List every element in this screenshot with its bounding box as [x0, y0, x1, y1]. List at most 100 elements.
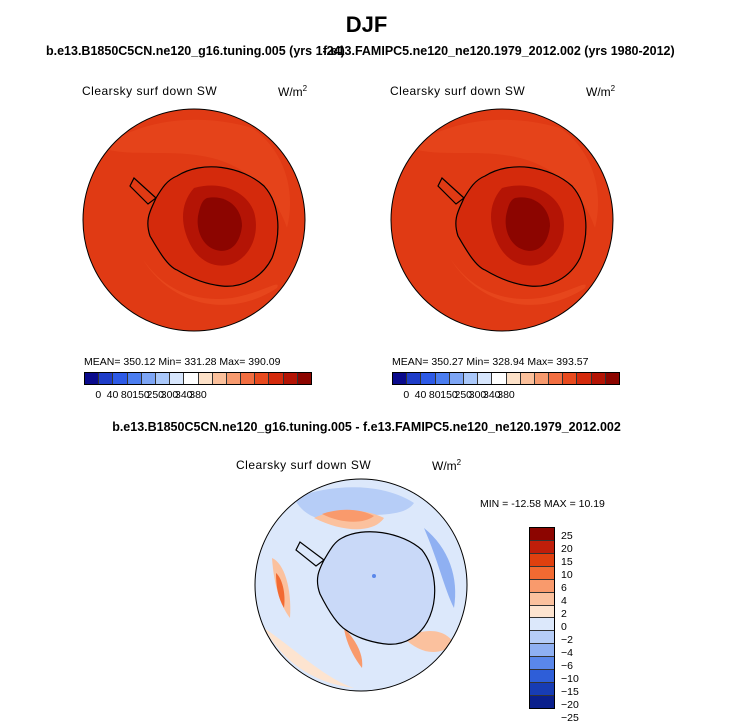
colorbar-tick-label: 250	[146, 389, 165, 401]
colorbar-swatch	[297, 373, 311, 384]
colorbar-swatch	[478, 373, 493, 384]
left-panel-stats: MEAN= 350.12 Min= 331.28 Max= 390.09	[84, 356, 281, 368]
diff-antarctica	[317, 531, 435, 645]
colorbar-tick-label: 380	[497, 389, 515, 401]
colorbar-tick-label: 340	[174, 389, 193, 401]
colorbar-tick-label: 80	[428, 389, 441, 401]
colorbar-tick-label: −25	[561, 712, 579, 724]
left-colorbar	[84, 372, 312, 385]
right-panel-stats: MEAN= 350.27 Min= 328.94 Max= 393.57	[392, 356, 589, 368]
colorbar-swatch	[530, 631, 554, 645]
colorbar-swatch	[530, 566, 554, 580]
colorbar-swatch	[463, 373, 479, 384]
colorbar-tick-label: 380	[189, 389, 207, 401]
colorbar-tick-label: −2	[561, 634, 573, 647]
colorbar-tick-label: −15	[561, 686, 579, 699]
map-border	[254, 478, 468, 692]
right-panel-label: Clearsky surf down SW	[390, 84, 526, 98]
colorbar-tick-label: −20	[561, 699, 579, 712]
colorbar-swatch	[170, 373, 185, 384]
diff-polar-map	[254, 478, 468, 692]
colorbar-tick-label: 20	[561, 543, 573, 556]
colorbar-swatch	[113, 373, 128, 384]
colorbar-swatch	[530, 592, 554, 606]
colorbar-swatch	[184, 373, 199, 384]
colorbar-tick-label: −10	[561, 673, 579, 686]
colorbar-swatch	[393, 373, 408, 384]
colorbar-swatch	[530, 644, 554, 658]
colorbar-swatch	[421, 373, 436, 384]
right-colorbar-ticks: 0 40 80 150 250 300 340 380	[392, 389, 620, 403]
diff-colorbar-ticks: 25 20 15 10 6 4 2 0 −2 −4 −6 −10 −15 −20 −25	[561, 527, 601, 724]
coastline	[129, 166, 279, 287]
figure-title: DJF	[345, 12, 388, 37]
colorbar-swatch	[85, 373, 100, 384]
colorbar-tick-label: −6	[561, 660, 573, 673]
colorbar-swatch	[563, 373, 578, 384]
colorbar-tick-label: 6	[561, 582, 567, 595]
antarctica-plateau	[505, 197, 550, 251]
right-polar-map	[390, 108, 614, 332]
right-colorbar	[392, 372, 620, 385]
colorbar-swatch	[530, 618, 554, 632]
colorbar-swatch	[127, 373, 142, 384]
colorbar-tick-label: 40	[414, 389, 427, 401]
map-border	[82, 108, 306, 332]
colorbar-swatch	[435, 373, 450, 384]
colorbar-swatch	[549, 373, 564, 384]
coastline	[295, 531, 436, 645]
colorbar-swatch	[520, 373, 535, 384]
diff-colorbar	[529, 527, 555, 709]
colorbar-tick-label: 0	[95, 389, 102, 401]
colorbar-swatch	[241, 373, 256, 384]
right-panel-unit: W/m2	[586, 84, 616, 99]
coastline	[437, 166, 587, 287]
colorbar-swatch	[530, 657, 554, 671]
diff-title: b.e13.B1850C5CN.ne120_g16.tuning.005 - f…	[112, 420, 621, 434]
colorbar-swatch	[212, 373, 227, 384]
colorbar-tick-label: 15	[561, 556, 573, 569]
colorbar-swatch	[530, 683, 554, 696]
colorbar-tick-label: 300	[468, 389, 487, 401]
colorbar-tick-label: 2	[561, 608, 567, 621]
colorbar-tick-label: 300	[160, 389, 179, 401]
left-polar-map	[82, 108, 306, 332]
colorbar-swatch	[530, 605, 554, 619]
colorbar-tick-label: 25	[561, 530, 573, 543]
antarctica-plateau	[197, 197, 242, 251]
right-case-title: f.e13.FAMIPC5.ne120_ne120.1979_2012.002 …	[323, 44, 675, 58]
colorbar-swatch	[530, 553, 554, 567]
colorbar-swatch	[155, 373, 171, 384]
diff-panel-unit: W/m2	[432, 458, 462, 473]
colorbar-tick-label: 250	[454, 389, 473, 401]
colorbar-swatch	[226, 373, 242, 384]
colorbar-swatch	[534, 373, 550, 384]
colorbar-swatch	[283, 373, 298, 384]
colorbar-swatch	[99, 373, 114, 384]
colorbar-swatch	[198, 373, 213, 384]
diff-panel-stats: MIN = -12.58 MAX = 10.19	[480, 498, 605, 510]
colorbar-swatch	[492, 373, 507, 384]
colorbar-tick-label: 0	[561, 621, 567, 634]
colorbar-swatch	[530, 528, 554, 541]
colorbar-tick-label: 340	[482, 389, 501, 401]
left-colorbar-ticks: 0 40 80 150 250 300 340 380	[84, 389, 312, 403]
left-case-title: b.e13.B1850C5CN.ne120_g16.tuning.005 (yr…	[46, 44, 345, 58]
diff-panel-label: Clearsky surf down SW	[236, 458, 372, 472]
colorbar-tick-label: 40	[106, 389, 119, 401]
colorbar-swatch	[591, 373, 606, 384]
colorbar-swatch	[530, 579, 554, 593]
colorbar-tick-label: 0	[403, 389, 410, 401]
colorbar-tick-label: 150	[440, 389, 458, 401]
colorbar-tick-label: −4	[561, 647, 573, 660]
colorbar-tick-label: 80	[120, 389, 133, 401]
map-border	[390, 108, 614, 332]
colorbar-tick-label: 4	[561, 595, 567, 608]
colorbar-swatch	[605, 373, 619, 384]
colorbar-swatch	[530, 540, 554, 554]
colorbar-swatch	[506, 373, 521, 384]
colorbar-tick-label: 150	[132, 389, 150, 401]
left-panel-unit: W/m2	[278, 84, 308, 99]
colorbar-swatch	[530, 695, 554, 708]
colorbar-swatch	[407, 373, 422, 384]
